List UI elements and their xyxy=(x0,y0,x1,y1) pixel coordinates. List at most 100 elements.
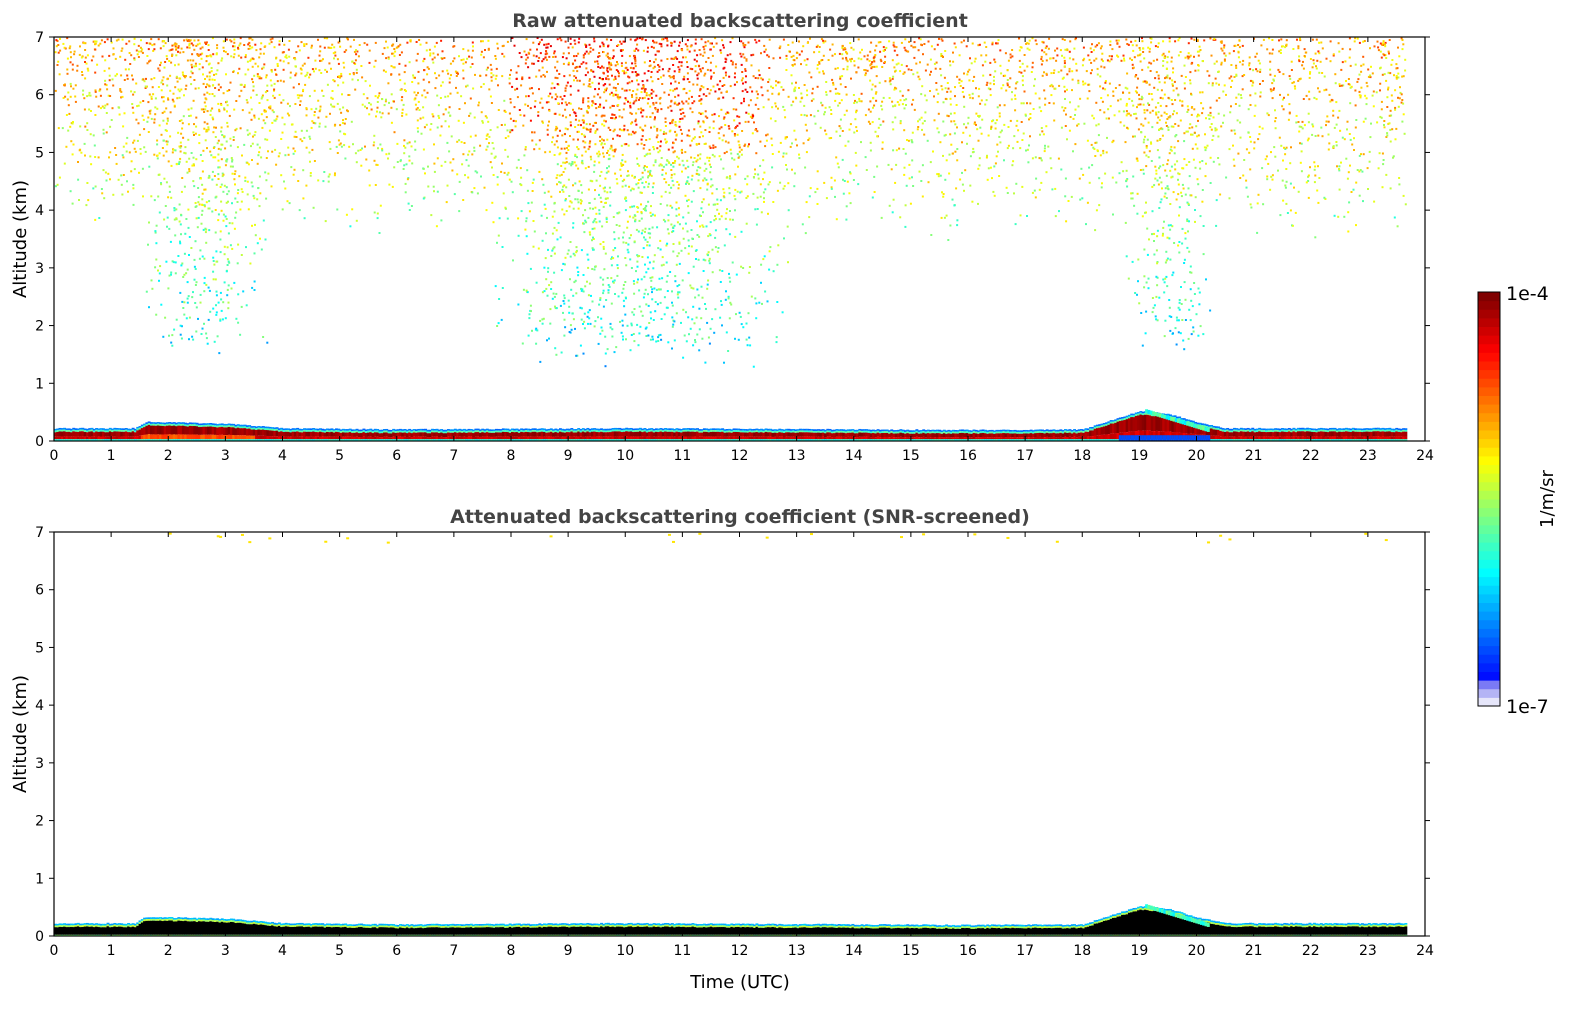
noise-pixel xyxy=(1147,277,1150,280)
backscatter-column xyxy=(1009,437,1013,440)
backscatter-column xyxy=(554,436,558,440)
backscatter-column xyxy=(181,425,185,435)
backscatter-column xyxy=(963,431,967,434)
backscatter-column xyxy=(431,439,434,441)
noise-pixel xyxy=(1401,75,1404,78)
backscatter-column xyxy=(648,431,651,437)
backscatter-column xyxy=(833,429,837,432)
backscatter-column xyxy=(403,432,407,437)
backscatter-column xyxy=(936,439,939,441)
backscatter-column xyxy=(140,435,144,440)
backscatter-column xyxy=(1221,431,1225,437)
backscatter-column xyxy=(853,431,857,434)
backscatter-column xyxy=(364,439,368,441)
backscatter-column xyxy=(844,437,848,440)
noise-pixel xyxy=(989,82,992,85)
backscatter-column xyxy=(122,428,126,431)
noise-pixel xyxy=(687,211,690,214)
backscatter-column xyxy=(865,432,869,437)
noise-pixel xyxy=(188,42,191,45)
noise-pixel xyxy=(631,96,634,98)
backscatter-column xyxy=(312,428,316,430)
noise-pixel xyxy=(589,179,592,182)
backscatter-column xyxy=(129,430,133,433)
noise-pixel xyxy=(525,235,528,238)
noise-pixel xyxy=(1076,124,1079,127)
noise-pixel xyxy=(340,72,343,75)
backscatter-column xyxy=(545,430,549,433)
backscatter-column xyxy=(894,437,898,440)
backscatter-column xyxy=(364,431,368,433)
noise-pixel xyxy=(77,178,80,181)
backscatter-column xyxy=(549,431,553,437)
noise-pixel xyxy=(54,185,57,188)
noise-pixel xyxy=(553,246,556,249)
backscatter-column xyxy=(474,439,478,441)
backscatter-column xyxy=(1388,436,1392,440)
noise-pixel xyxy=(567,249,570,252)
noise-pixel xyxy=(1018,70,1021,73)
noise-pixel xyxy=(754,297,757,300)
backscatter-column xyxy=(684,429,688,432)
backscatter-column xyxy=(1299,429,1303,432)
backscatter-column xyxy=(1226,439,1230,441)
backscatter-column xyxy=(792,436,795,440)
backscatter-column xyxy=(835,430,839,433)
backscatter-column xyxy=(1073,439,1076,441)
noise-pixel xyxy=(378,92,381,95)
backscatter-column xyxy=(209,424,213,427)
noise-pixel xyxy=(1165,125,1168,127)
backscatter-column xyxy=(542,430,546,432)
backscatter-column xyxy=(853,439,857,441)
noise-pixel xyxy=(376,101,379,103)
backscatter-column xyxy=(936,437,939,440)
noise-pixel xyxy=(604,352,607,355)
backscatter-column xyxy=(1331,436,1335,440)
backscatter-column xyxy=(734,436,738,440)
noise-pixel xyxy=(870,67,873,70)
backscatter-column xyxy=(1285,439,1289,441)
backscatter-column xyxy=(106,430,110,433)
backscatter-column xyxy=(851,429,855,431)
noise-pixel xyxy=(1239,177,1242,179)
noise-pixel xyxy=(238,67,241,70)
noise-pixel xyxy=(1006,82,1009,85)
backscatter-column xyxy=(1196,422,1200,425)
backscatter-column xyxy=(554,432,558,437)
noise-pixel xyxy=(647,185,650,188)
backscatter-column xyxy=(1146,414,1150,431)
backscatter-column xyxy=(1402,436,1406,440)
backscatter-column xyxy=(789,436,793,440)
noise-pixel xyxy=(1210,128,1213,131)
backscatter-column xyxy=(394,429,398,432)
backscatter-column xyxy=(1333,431,1337,437)
backscatter-column xyxy=(558,428,562,430)
backscatter-column xyxy=(200,439,204,441)
backscatter-column xyxy=(83,431,87,437)
backscatter-column xyxy=(764,436,768,440)
backscatter-column xyxy=(367,430,370,433)
backscatter-column xyxy=(1027,437,1031,440)
noise-pixel xyxy=(659,301,662,304)
noise-pixel xyxy=(1325,88,1328,91)
backscatter-column xyxy=(1043,433,1047,438)
noise-pixel xyxy=(631,71,634,74)
noise-pixel xyxy=(302,90,304,93)
backscatter-column xyxy=(963,437,967,440)
noise-pixel xyxy=(226,104,229,107)
noise-pixel xyxy=(1175,316,1178,319)
backscatter-column xyxy=(346,436,350,440)
backscatter-column xyxy=(604,436,608,440)
backscatter-column xyxy=(1171,415,1175,418)
backscatter-column xyxy=(609,430,613,433)
noise-pixel xyxy=(156,139,159,142)
backscatter-column xyxy=(332,436,336,440)
backscatter-column xyxy=(362,432,366,437)
backscatter-column xyxy=(581,428,585,430)
noise-pixel xyxy=(608,154,611,157)
noise-pixel xyxy=(597,82,600,85)
backscatter-column xyxy=(602,430,606,433)
noise-pixel xyxy=(201,160,204,162)
backscatter-column xyxy=(1015,432,1019,434)
backscatter-column xyxy=(945,439,949,441)
